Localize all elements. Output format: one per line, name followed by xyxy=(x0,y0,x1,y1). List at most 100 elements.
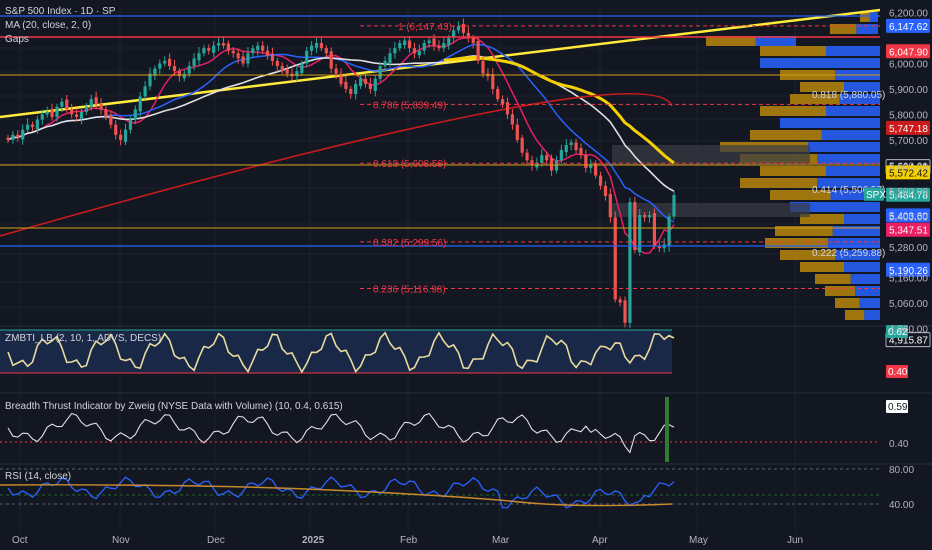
volume-profile-bar xyxy=(760,58,826,68)
candle-body xyxy=(628,202,632,323)
candle-body xyxy=(172,66,177,72)
candle-body xyxy=(256,45,260,51)
candle-body xyxy=(643,215,647,218)
candle-body xyxy=(525,152,529,161)
candle-body xyxy=(354,83,358,95)
candle-body xyxy=(647,215,652,218)
candle-body xyxy=(427,40,431,44)
volume-profile-bar xyxy=(839,94,880,104)
candle-body xyxy=(16,134,20,138)
volume-profile-level-label: 0.414 (5,506.57) xyxy=(812,185,885,196)
y-tick-label: 5,280.00 xyxy=(889,243,928,254)
candle-body xyxy=(285,69,289,74)
candle-body xyxy=(633,202,637,250)
zmbti-line xyxy=(7,331,675,374)
candle-body xyxy=(65,99,69,110)
volume-profile-bar xyxy=(800,214,844,224)
candle-body xyxy=(652,213,657,247)
candle-body xyxy=(672,194,676,217)
volume-profile-bar xyxy=(755,36,796,46)
volume-profile-bar xyxy=(817,178,880,188)
candle-body xyxy=(202,48,206,54)
candle-body xyxy=(319,43,324,49)
price-tag-label: 5,403.60 xyxy=(889,211,928,222)
candle-body xyxy=(265,50,270,56)
candle-body xyxy=(187,66,191,74)
candle-body xyxy=(574,142,578,151)
candle-body xyxy=(231,50,235,54)
volume-profile-bar xyxy=(770,190,831,200)
candle-body xyxy=(594,163,598,176)
candle-body xyxy=(452,30,456,38)
candle-body xyxy=(89,99,93,107)
candle-body xyxy=(270,53,275,61)
candle-body xyxy=(437,45,441,49)
candle-body xyxy=(579,148,583,156)
fib-label: 0.236 (5,116.98) xyxy=(373,284,446,295)
volume-profile-bar xyxy=(775,226,833,236)
candle-body xyxy=(114,124,118,135)
fib-label: 0.382 (5,299.56) xyxy=(373,238,446,249)
candle-body xyxy=(133,109,137,120)
candle-body xyxy=(11,134,15,140)
candle-body xyxy=(456,26,461,31)
rsi-tick-label: 40.00 xyxy=(889,500,914,511)
price-tag-label: 6,147.62 xyxy=(889,22,928,33)
candle-body xyxy=(226,43,230,51)
candle-body xyxy=(221,43,226,46)
volume-profile-bar xyxy=(844,82,880,92)
candle-body xyxy=(442,43,446,49)
price-tag xyxy=(886,208,930,223)
candle-body xyxy=(246,53,250,64)
price-tag xyxy=(886,262,930,277)
candle-body xyxy=(589,165,593,168)
chart-title: S&P 500 Index · 1D · SP xyxy=(5,6,116,17)
volume-profile-bar xyxy=(706,36,756,46)
volume-profile-bar xyxy=(821,130,880,140)
price-tag xyxy=(886,165,930,180)
zmbti-tag-label: 0.62 xyxy=(888,327,908,338)
volume-profile-bar xyxy=(826,58,880,68)
candle-body xyxy=(584,155,588,168)
candle-body xyxy=(305,50,309,64)
candle-body xyxy=(501,99,505,105)
volume-profile-bar xyxy=(780,118,835,128)
volume-profile-level-label: 0.818 (5,880.05) xyxy=(812,90,885,101)
candle-body xyxy=(638,215,642,253)
volume-profile-bar xyxy=(790,94,840,104)
candle-body xyxy=(104,109,108,117)
breadth-line xyxy=(7,412,675,454)
x-tick-label: Feb xyxy=(400,535,418,546)
candle-body xyxy=(300,63,304,74)
candle-body xyxy=(148,73,152,87)
candle-body xyxy=(540,155,544,163)
candle-body xyxy=(520,137,524,153)
candle-body xyxy=(314,43,319,48)
breadth-tag-label: 0.59 xyxy=(888,402,908,413)
price-tag-label: 5,484.78 xyxy=(889,191,928,202)
candle-body xyxy=(99,104,103,110)
candle-body xyxy=(564,144,568,153)
candle-body xyxy=(109,114,113,125)
candle-body xyxy=(412,48,417,54)
candle-body xyxy=(667,216,671,247)
candle-body xyxy=(6,137,10,140)
price-tag xyxy=(886,222,930,237)
candle-body xyxy=(138,96,142,112)
candle-body xyxy=(40,114,44,120)
rsi-pane-title: RSI (14, close) xyxy=(5,471,72,482)
price-tag xyxy=(886,44,930,59)
volume-profile-bar xyxy=(850,274,880,284)
candle-body xyxy=(471,37,475,44)
volume-profile-bar xyxy=(844,262,880,272)
candle-body xyxy=(207,48,211,51)
volume-profile-bar xyxy=(825,286,856,296)
volume-profile-bar xyxy=(828,238,880,248)
candle-body xyxy=(25,124,30,130)
rsi-tick-label: 80.00 xyxy=(889,465,914,476)
price-tag-label: 5,747.18 xyxy=(889,124,928,135)
price-tag xyxy=(886,18,930,33)
candle-body xyxy=(60,101,64,107)
candle-body xyxy=(45,111,49,115)
